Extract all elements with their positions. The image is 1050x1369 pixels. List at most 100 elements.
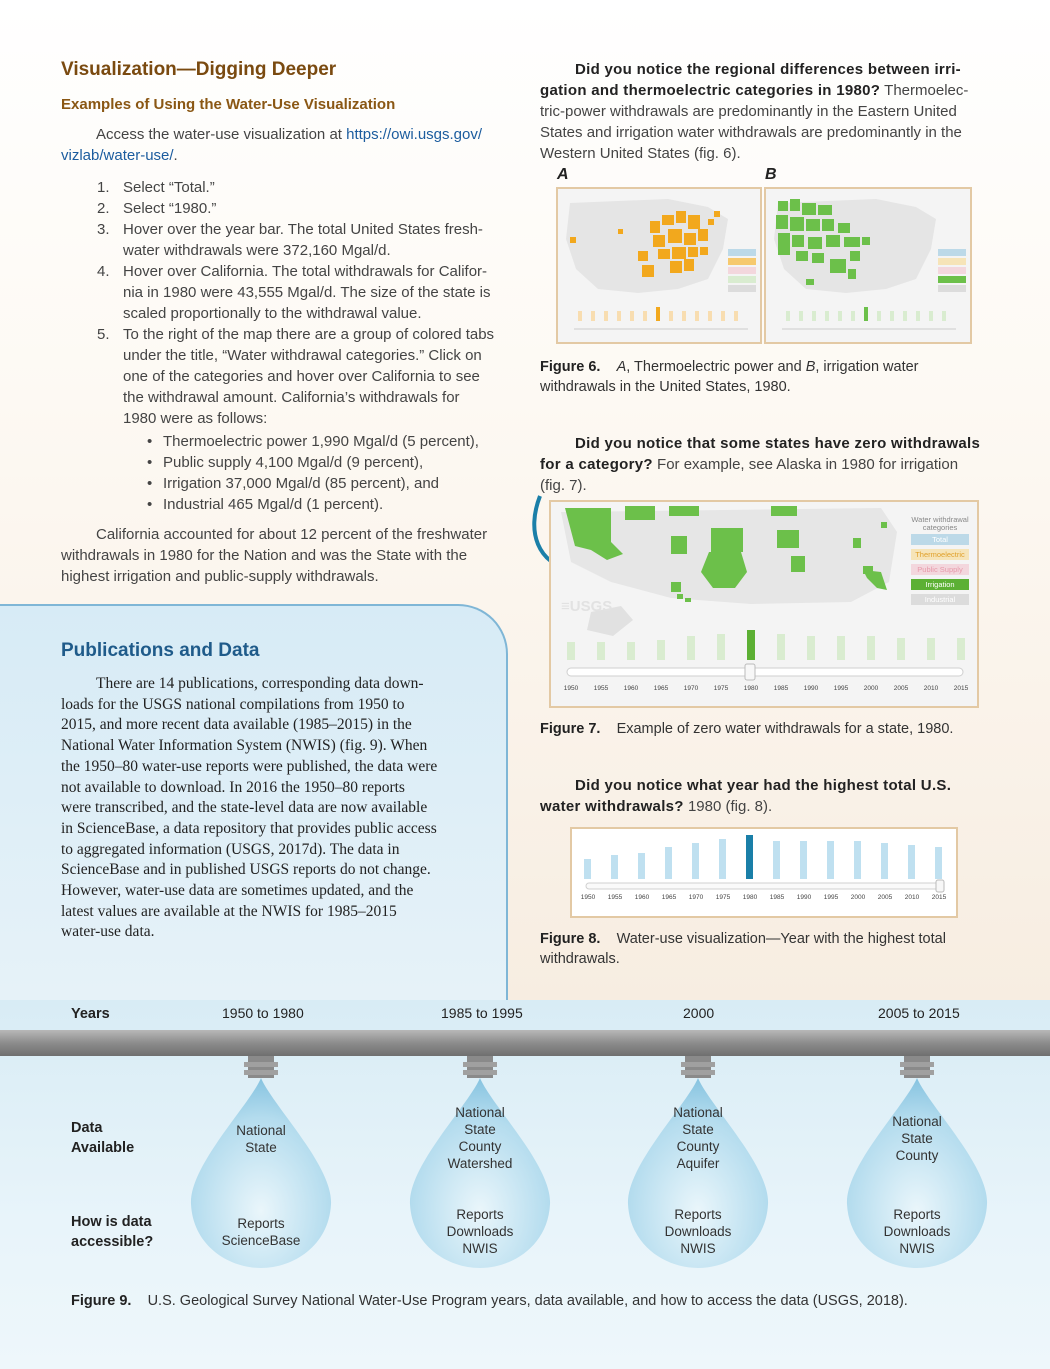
drop-data-text: National State County (845, 1113, 989, 1164)
year-tick-label: 1990 (796, 894, 812, 901)
access-item: NWIS (680, 1241, 716, 1256)
year-tick-label: 1985 (773, 685, 789, 692)
year-bars (584, 835, 942, 879)
step-line: scaled proportionally to the withdrawal … (123, 305, 422, 322)
access-item: Reports (893, 1207, 941, 1222)
period-label: 1985 to 1995 (441, 1005, 523, 1021)
water-drop-2000: National State County Aquifer Reports Do… (626, 1056, 770, 1276)
caption-italic: B (805, 359, 816, 375)
water-drop-icon (627, 1056, 769, 1268)
year-tick-label: 1975 (713, 685, 729, 692)
water-pipe (0, 1030, 1050, 1056)
step-text: Select “Total.” (123, 179, 215, 196)
list-item: Thermoelectric power 1,990 Mgal/d (5 per… (61, 431, 521, 452)
caption-text: U.S. Geological Survey National Water-Us… (147, 1293, 908, 1309)
tab-industrial[interactable]: Industrial (911, 594, 969, 605)
caption-label: Figure 6. (540, 359, 601, 375)
question-answer: (fig. 7). (540, 477, 587, 494)
tab-total[interactable]: Total (911, 534, 969, 545)
visualization-link[interactable]: https://owi.usgs.gov/ (346, 126, 483, 143)
question-answer: tric-power withdrawals are predominantly… (540, 103, 957, 120)
question-bold: Did you notice that some states have zer… (575, 435, 981, 452)
year-tick-label: 1965 (653, 685, 669, 692)
year-tick-label: 1995 (833, 685, 849, 692)
irrigation-states (565, 506, 887, 602)
paragraph-line: not available to download. In 2016 the 1… (61, 778, 405, 796)
year-slider-handle[interactable] (744, 663, 756, 681)
label-line: accessible? (71, 1234, 154, 1250)
access-item: Downloads (664, 1224, 732, 1239)
year-slider-handle[interactable] (935, 879, 945, 893)
question-bold: Did you notice what year had the highest… (575, 777, 952, 794)
thermoelectric-map (566, 199, 756, 330)
access-end: . (173, 147, 178, 164)
data-access-label: How is data accessible? (71, 1212, 153, 1252)
access-item: Downloads (446, 1224, 514, 1239)
closing-line: withdrawals in 1980 for the Nation and w… (61, 547, 468, 564)
step-line: 1980 were as follows: (123, 410, 268, 427)
year-tick-label: 1990 (803, 685, 819, 692)
year-tick-label: 2015 (953, 685, 969, 692)
figure-6a (556, 187, 762, 344)
year-tick-label: 2010 (904, 894, 920, 901)
step-line: the withdrawal amount. California’s with… (123, 389, 460, 406)
year-tick-label: 1975 (715, 894, 731, 901)
year-tick-label: 1960 (623, 685, 639, 692)
section-subheading: Examples of Using the Water-Use Visualiz… (61, 96, 396, 113)
paragraph-line: water-use data. (61, 923, 155, 941)
year-tick-label: 1955 (607, 894, 623, 901)
paragraph-line: loads for the USGS national compilations… (61, 695, 405, 713)
access-item: Reports (456, 1207, 504, 1222)
figure-6b (764, 187, 972, 344)
zero-withdrawal-map (561, 506, 965, 681)
tab-public-supply[interactable]: Public Supply (911, 564, 969, 575)
step-number: 2. (97, 200, 110, 217)
figure-8-caption: Figure 8. Water-use visualization—Year w… (540, 929, 980, 969)
paragraph-line: There are 14 publications, corresponding… (96, 675, 424, 692)
period-label: 2005 to 2015 (878, 1005, 960, 1021)
step-line: one of the categories and hover over Cal… (123, 368, 480, 385)
drop-access-text: Reports Downloads NWIS (408, 1206, 552, 1257)
tab-thermoelectric[interactable]: Thermoelectric (911, 549, 969, 560)
data-item: County (895, 1148, 939, 1163)
year-slider-track[interactable] (566, 667, 964, 677)
paragraph-line: However, water-use data are sometimes up… (61, 882, 414, 900)
visualization-link-cont[interactable]: vizlab/water-use/ (61, 147, 174, 164)
data-item: National (236, 1123, 286, 1138)
access-text: Access the water-use visualization at (96, 126, 342, 143)
year-slider-track[interactable] (585, 882, 943, 890)
caption-italic: A (616, 359, 627, 375)
publications-panel (0, 604, 508, 1000)
question-answer: 1980 (fig. 8). (683, 798, 773, 815)
caption-text: , Thermoelectric power and (626, 359, 806, 375)
caption-text: Example of zero water withdrawals for a … (616, 721, 954, 737)
data-item: Aquifer (676, 1156, 720, 1171)
paragraph-line: National Water Information System (NWIS)… (61, 737, 428, 755)
access-item: ScienceBase (221, 1233, 301, 1248)
year-tick-label: 1965 (661, 894, 677, 901)
water-drop-icon (409, 1056, 551, 1268)
list-item: Irrigation 37,000 Mgal/d (85 percent), a… (61, 473, 521, 494)
alaska-state (587, 606, 633, 636)
publications-heading: Publications and Data (61, 640, 260, 661)
figure-9-caption: Figure 9. U.S. Geological Survey Nationa… (71, 1291, 1011, 1311)
question-answer: Thermoelec- (880, 82, 969, 99)
closing-paragraph: California accounted for about 12 percen… (61, 524, 521, 587)
paragraph-line: in ScienceBase, a data repository that p… (61, 819, 437, 837)
closing-line: highest irrigation and public-supply wit… (61, 568, 379, 585)
list-item: Public supply 4,100 Mgal/d (9 percent), (61, 452, 521, 473)
tab-irrigation[interactable]: Irrigation (911, 579, 969, 590)
water-drop-2005-2015: National State County Reports Downloads … (845, 1056, 989, 1276)
list-item: 4. Hover over California. The total with… (61, 261, 521, 324)
year-axis: 1950 1955 1960 1965 1970 1975 1980 1985 1990 1995… (551, 685, 977, 699)
data-item: State (464, 1122, 496, 1137)
caption-text: withdrawals in the United States, 1980. (540, 379, 791, 395)
period-label: 1950 to 1980 (222, 1005, 304, 1021)
label-line: Available (71, 1140, 135, 1156)
steps-list: 1. Select “Total.” 2. Select “1980.” 3. Ho… (61, 177, 521, 429)
step-line: under the title, “Water withdrawal categ… (123, 347, 482, 364)
category-tabs: Total Thermoelectric Public Supply Irrig… (911, 534, 969, 609)
year-tick-label: 1950 (580, 894, 596, 901)
step-line: Hover over the year bar. The total Unite… (123, 221, 483, 238)
question-bold: gation and thermoelectric categories in … (540, 82, 881, 99)
